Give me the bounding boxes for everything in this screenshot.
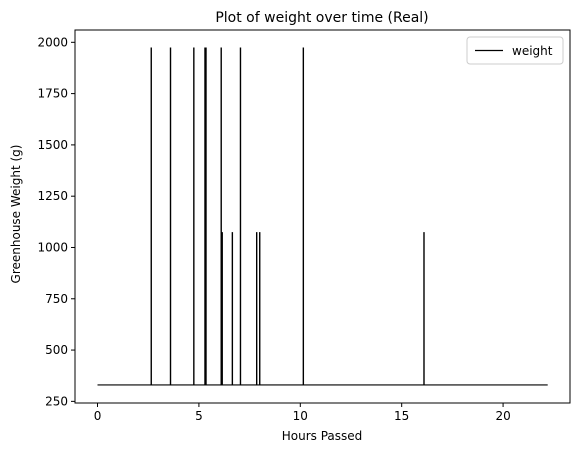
y-tick-label: 500	[45, 343, 68, 357]
x-axis-label: Hours Passed	[282, 429, 363, 443]
legend-box	[466, 36, 564, 65]
y-ticks: 250 500 750 1000 1250 1500 1750 2000	[37, 35, 75, 408]
y-tick-label: 1750	[37, 87, 68, 101]
x-tick-label: 20	[495, 409, 510, 423]
series-weight	[97, 47, 548, 386]
x-tick-label: 10	[293, 409, 308, 423]
legend-label-weight: weight	[512, 44, 553, 58]
y-tick-label: 750	[45, 292, 68, 306]
legend: weight	[466, 36, 564, 65]
y-tick-label: 250	[45, 394, 68, 408]
y-tick-label: 2000	[37, 35, 68, 49]
y-tick-label: 1000	[37, 240, 68, 254]
plot-frame	[74, 29, 571, 404]
y-tick-label: 1250	[37, 189, 68, 203]
x-tick-label: 5	[195, 409, 203, 423]
chart-title: Plot of weight over time (Real)	[215, 10, 428, 26]
y-tick-label: 1500	[37, 138, 68, 152]
x-tick-label: 0	[94, 409, 102, 423]
x-tick-label: 15	[394, 409, 409, 423]
x-ticks: 0 5 10 15 20	[94, 403, 511, 423]
y-axis-label: Greenhouse Weight (g)	[9, 145, 23, 284]
